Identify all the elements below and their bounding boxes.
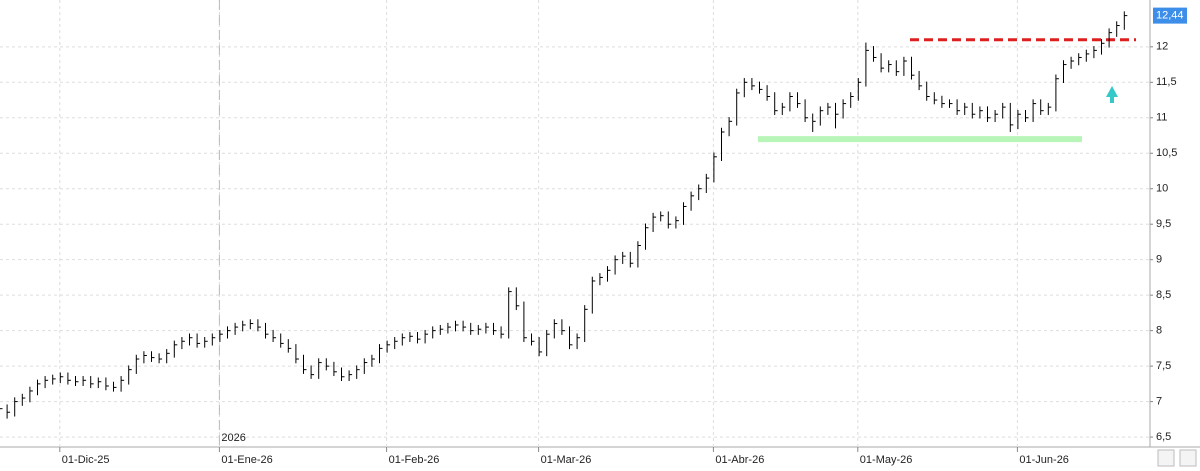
- y-tick-label: 10,5: [1156, 147, 1177, 159]
- last-value-label: 12,44: [1156, 10, 1184, 22]
- tool-icon[interactable]: [1157, 449, 1175, 467]
- x-tick-label: 01-Feb-26: [389, 454, 440, 466]
- y-tick-label: 11,5: [1156, 76, 1177, 88]
- y-tick-label: 8,5: [1156, 289, 1171, 301]
- tool-icon[interactable]: [1179, 449, 1197, 467]
- x-tick-label: 01-Abr-26: [715, 454, 764, 466]
- x-tick-label: 01-Jun-26: [1019, 454, 1069, 466]
- x-tick-label: 01-May-26: [860, 454, 913, 466]
- y-tick-label: 10: [1156, 183, 1168, 195]
- y-tick-label: 12: [1156, 41, 1168, 53]
- y-tick-label: 7,5: [1156, 360, 1171, 372]
- y-tick-label: 6,5: [1156, 431, 1171, 443]
- y-tick-label: 8: [1156, 325, 1162, 337]
- x-tick-label: 01-Ene-26: [221, 454, 272, 466]
- year-label: 2026: [221, 432, 245, 444]
- x-tick-label: 01-Dic-25: [62, 454, 110, 466]
- y-tick-label: 9,5: [1156, 218, 1171, 230]
- y-tick-label: 9: [1156, 254, 1162, 266]
- last-value-box: [1153, 7, 1187, 24]
- y-tick-label: 7: [1156, 395, 1162, 407]
- arrow-up: [1106, 86, 1118, 103]
- x-tick-label: 01-Mar-26: [541, 454, 592, 466]
- y-tick-label: 11: [1156, 112, 1167, 124]
